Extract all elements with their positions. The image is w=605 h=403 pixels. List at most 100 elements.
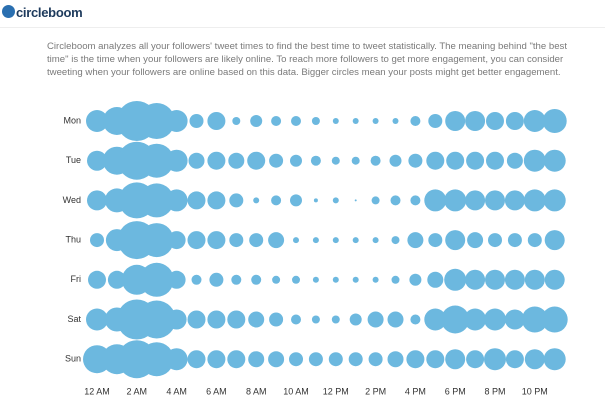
bubble xyxy=(209,272,224,287)
bubble xyxy=(328,352,343,367)
bubble xyxy=(523,189,546,212)
y-tick-label: Tue xyxy=(66,155,81,165)
bubble xyxy=(293,237,299,244)
bubble xyxy=(521,306,548,333)
x-tick-label: 6 AM xyxy=(206,386,227,396)
bubble xyxy=(407,232,424,249)
bubble xyxy=(207,151,226,170)
bubble xyxy=(523,149,546,172)
bubble xyxy=(505,350,524,369)
bubble xyxy=(207,112,226,130)
bubble xyxy=(139,342,174,377)
bubble xyxy=(410,195,421,206)
bubble xyxy=(428,114,443,128)
x-tick-label: 12 PM xyxy=(323,386,349,396)
bubble xyxy=(372,276,379,283)
x-tick-label: 4 AM xyxy=(166,386,187,396)
bubble xyxy=(352,276,359,283)
bubble xyxy=(485,269,505,290)
bubble xyxy=(367,311,384,328)
bubble xyxy=(292,275,300,284)
bubble xyxy=(137,300,176,339)
bubble xyxy=(391,236,400,245)
bubble xyxy=(312,276,319,283)
bubble xyxy=(332,197,339,204)
bubble xyxy=(445,111,466,131)
bubble xyxy=(426,350,445,369)
bubble xyxy=(87,190,107,211)
bubble xyxy=(188,152,205,169)
x-tick-label: 6 PM xyxy=(445,386,466,396)
y-tick-label: Thu xyxy=(65,234,81,244)
bubble xyxy=(428,233,443,248)
bubble xyxy=(543,348,566,371)
bubble xyxy=(272,275,281,284)
bubble xyxy=(427,271,444,288)
bubble xyxy=(139,143,174,178)
bubble xyxy=(187,191,206,210)
bubble xyxy=(167,231,186,250)
bubble xyxy=(269,312,284,327)
bubble xyxy=(465,269,486,290)
bubble xyxy=(289,352,303,367)
bubble xyxy=(139,183,174,218)
bubble xyxy=(368,352,383,367)
bubble xyxy=(191,274,202,285)
bubble xyxy=(391,275,400,284)
bubble xyxy=(352,118,359,124)
bubble xyxy=(248,351,265,368)
bubble xyxy=(167,270,186,289)
bubble xyxy=(504,269,525,290)
bubble xyxy=(139,223,174,258)
bubble xyxy=(543,189,566,212)
bubble xyxy=(488,233,502,248)
bubble xyxy=(227,350,246,369)
bubble xyxy=(465,190,486,211)
bubble xyxy=(524,349,545,370)
bubble xyxy=(207,191,226,210)
bubble xyxy=(524,269,545,290)
bubble xyxy=(165,348,188,371)
bubble xyxy=(332,118,339,124)
bubble xyxy=(445,230,466,251)
bubble xyxy=(507,233,522,248)
bubble xyxy=(189,114,204,128)
bubble xyxy=(441,305,470,334)
bubble xyxy=(484,348,506,371)
bubble xyxy=(331,315,340,324)
x-tick-label: 8 PM xyxy=(484,386,505,396)
bubble xyxy=(446,151,465,170)
bubble xyxy=(331,156,340,165)
bubble xyxy=(207,310,226,329)
y-tick-label: Sun xyxy=(65,354,81,364)
x-tick-label: 4 PM xyxy=(405,386,426,396)
bubble xyxy=(139,262,174,297)
bubble xyxy=(165,189,188,212)
x-tick-label: 2 AM xyxy=(127,386,148,396)
bubble xyxy=(349,313,362,326)
y-tick-label: Mon xyxy=(63,115,81,125)
bubble xyxy=(410,116,421,126)
bubble xyxy=(392,118,399,124)
y-tick-label: Wed xyxy=(63,195,81,205)
bubble xyxy=(352,237,359,244)
logo[interactable]: circleboom xyxy=(16,5,83,20)
bubble xyxy=(506,152,523,169)
bubble xyxy=(354,199,357,202)
bubble xyxy=(527,233,542,248)
x-tick-label: 8 AM xyxy=(246,386,267,396)
bubble xyxy=(351,156,360,165)
bubble xyxy=(86,110,108,132)
bubble xyxy=(271,116,282,126)
bubble xyxy=(544,269,565,290)
bubble xyxy=(271,195,282,206)
bubble xyxy=(187,231,206,250)
x-tick-label: 10 AM xyxy=(283,386,309,396)
bubble xyxy=(290,154,302,167)
bubble xyxy=(312,237,319,244)
bubble xyxy=(269,153,284,168)
bubble xyxy=(387,351,404,368)
bubble xyxy=(311,315,320,324)
bubble xyxy=(504,190,525,211)
